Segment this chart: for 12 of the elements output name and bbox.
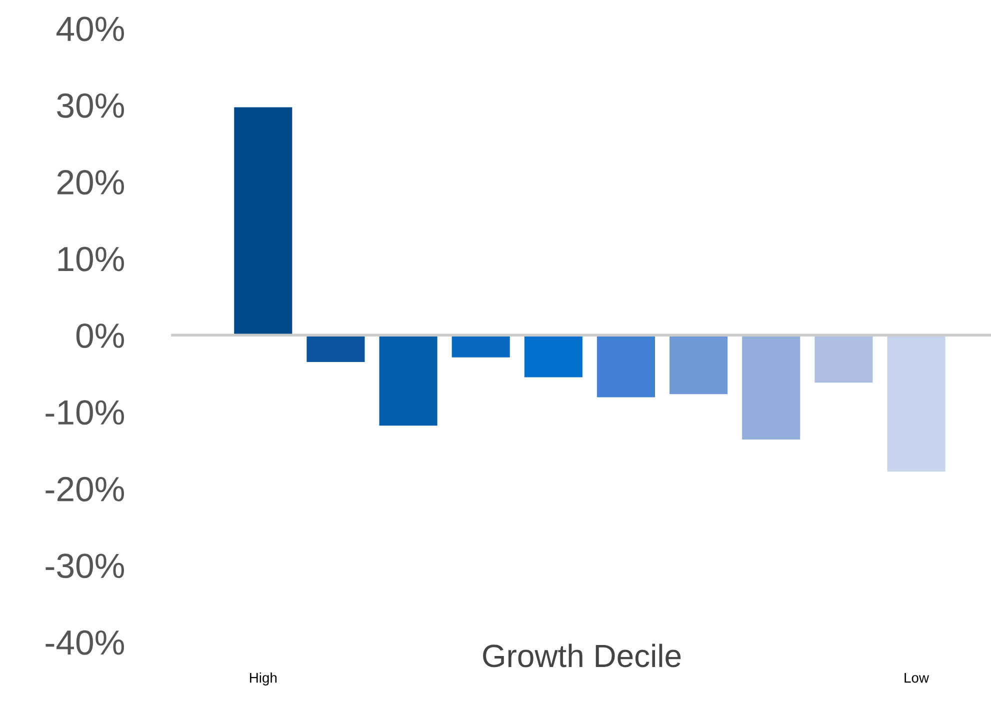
y-tick-label: 0%	[76, 323, 124, 348]
x-axis-title: Growth Decile	[483, 644, 681, 668]
y-tick-label: 30%	[57, 93, 124, 118]
y-tick-label: -10%	[46, 400, 124, 425]
x-tick-label: High	[250, 672, 277, 686]
y-tick-label: -30%	[46, 554, 124, 578]
y-tick-label: -20%	[46, 476, 124, 502]
y-tick-label: 20%	[57, 170, 124, 195]
y-tick-label: 40%	[56, 16, 124, 42]
y-tick-label: 10%	[58, 246, 124, 272]
x-tick-label: Low	[904, 673, 930, 683]
y-tick-label: -40%	[46, 630, 124, 655]
